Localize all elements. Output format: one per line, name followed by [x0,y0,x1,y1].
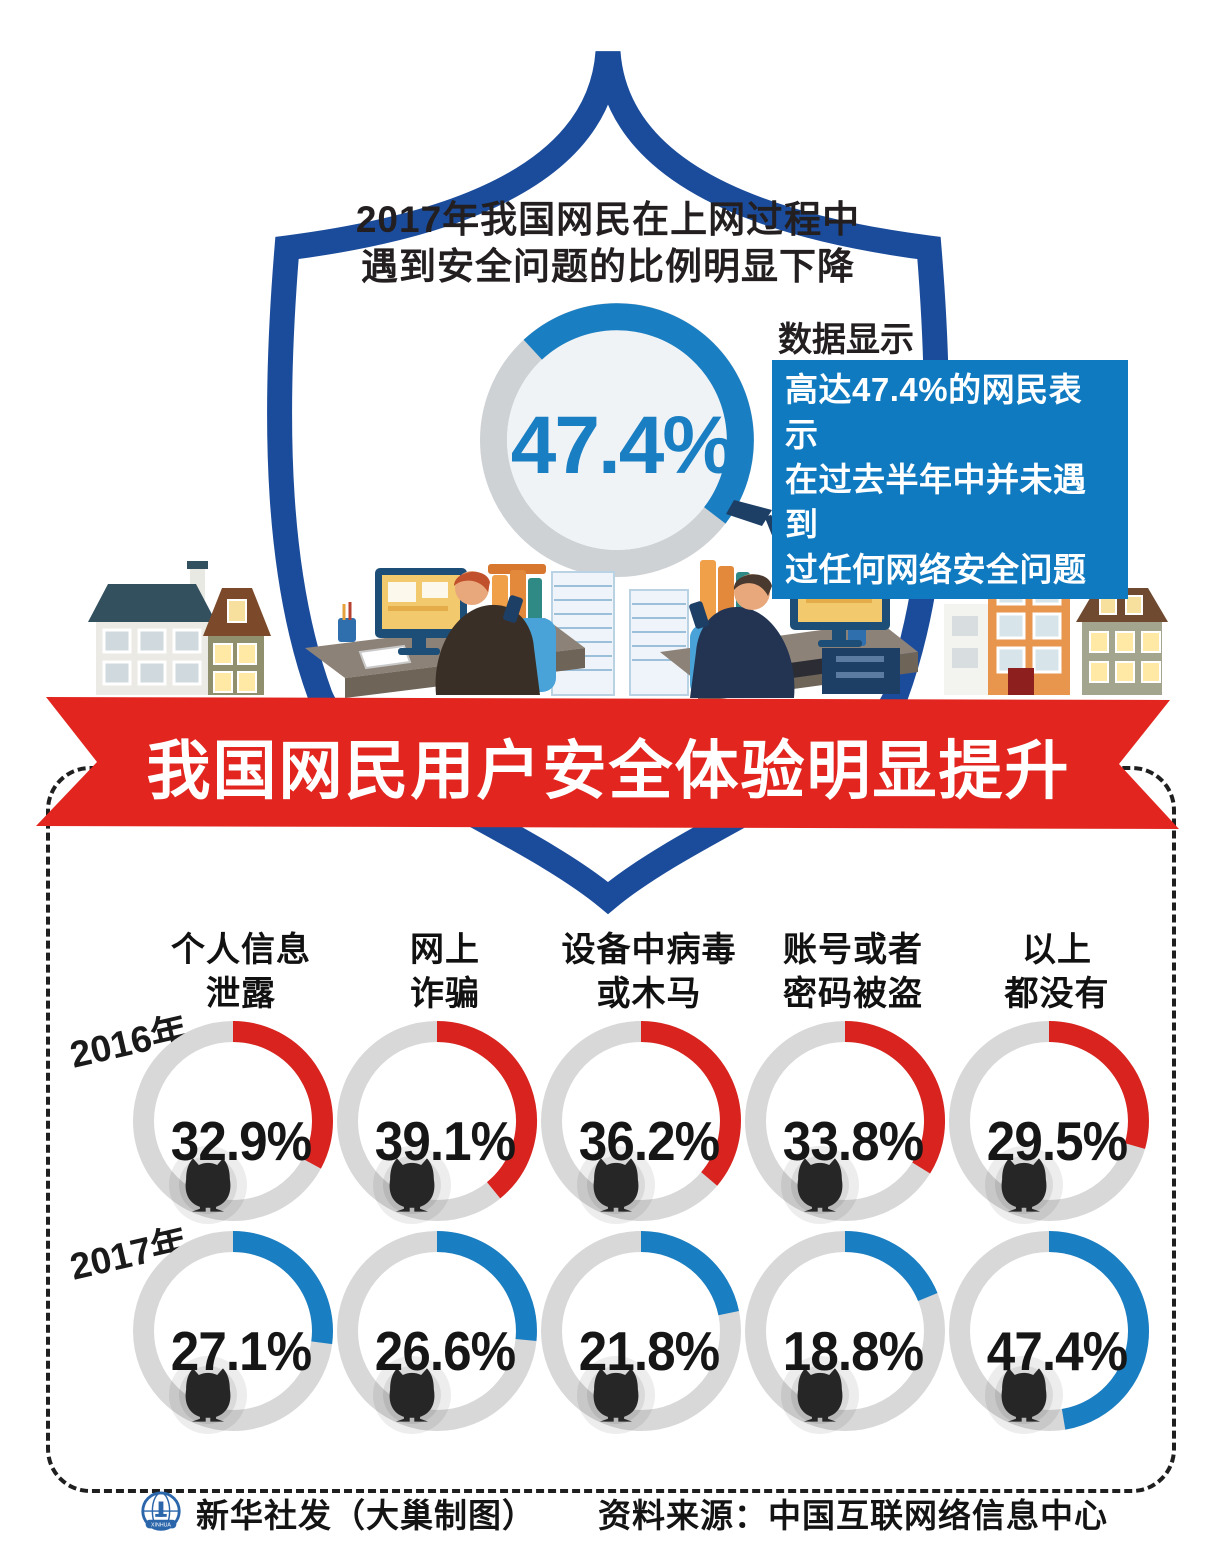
donut-2017年-0 [133,1231,333,1434]
donut-2016年-0 [133,1021,333,1224]
banner-title: 我国网民用户安全体验明显提升 [146,735,1071,807]
donut-2016年-3 [745,1021,945,1224]
donut-value: 39.1% [374,1110,516,1172]
column-header-5: 以上 都没有 [1004,931,1110,1013]
donut-arc [436,1021,537,1199]
monitor-left [375,568,467,655]
donut-arc [640,1021,741,1186]
cat-silhouette-icon [797,1158,843,1212]
donut-value: 29.5% [986,1110,1128,1172]
donut-2017年-3 [745,1231,945,1434]
data-label: 数据显示 [778,321,914,359]
donut-2017年-2 [541,1231,741,1434]
donut-value: 18.8% [782,1320,924,1382]
column-header-1: 个人信息 泄露 [171,931,311,1013]
footer-credit: 新华社发（大巢制图） [196,1497,536,1534]
footer: XINHUA 新华社发（大巢制图） 资料来源：中国互联网络信息中心 [138,1489,1108,1537]
overall-donut-chart [480,303,754,577]
worker-right [689,574,795,698]
left-buildings [88,561,271,695]
donut-2017年-4 [949,1231,1149,1434]
svg-text:XINHUA: XINHUA [151,1522,171,1528]
donut-value: 33.8% [782,1110,924,1172]
donut-2016年-2 [541,1021,741,1224]
donut-arc [844,1231,938,1302]
column-header-4: 账号或者 密码被盗 [783,931,923,1013]
donut-value: 36.2% [578,1110,720,1172]
cat-silhouette-icon [389,1158,435,1212]
shield-outline-icon [267,50,949,915]
cat-silhouette-icon [797,1368,843,1422]
donut-arc [232,1231,333,1345]
office-scene-illustration [88,500,1168,702]
xinhua-logo-icon: XINHUA [141,1491,181,1531]
cat-silhouette-icon [1001,1368,1047,1422]
donut-2016年-4 [949,1021,1149,1224]
banner-ribbon [36,697,1179,829]
cat-silhouette-icon [185,1368,231,1422]
donut-value: 27.1% [170,1320,312,1382]
donut-arc [232,1021,333,1169]
cat-silhouette-icon [389,1368,435,1422]
donut-value: 21.8% [578,1320,720,1382]
footer-source: 资料来源：中国互联网络信息中心 [598,1497,1108,1534]
top-title: 2017年我国网民在上网过程中 遇到安全问题的比例明显下降 [355,199,861,287]
donut-value: 47.4% [986,1320,1128,1382]
overall-donut-arc [523,303,754,524]
cat-silhouette-icon [185,1158,231,1212]
donut-arc [436,1231,537,1342]
column-header-2: 网上 诈骗 [410,931,480,1013]
donut-arc [844,1021,945,1174]
cat-silhouette-icon [1001,1158,1047,1212]
cat-silhouette-icon [593,1158,639,1212]
overall-donut-value: 47.4% [510,400,736,491]
donut-arc [1048,1231,1149,1430]
worker-left [435,571,556,695]
donut-arc [640,1231,739,1316]
donut-2016年-1 [337,1021,537,1224]
callout-box: 高达47.4%的网民表示 在过去半年中并未遇到 过任何网络安全问题 [772,360,1128,599]
donut-2017年-1 [337,1231,537,1434]
donut-value: 26.6% [374,1320,516,1382]
overall-donut-inner [507,330,727,550]
cat-silhouette-icon [593,1368,639,1422]
donut-arc [1048,1021,1149,1149]
column-header-3: 设备中病毒 或木马 [561,931,737,1013]
donut-value: 32.9% [170,1110,312,1172]
